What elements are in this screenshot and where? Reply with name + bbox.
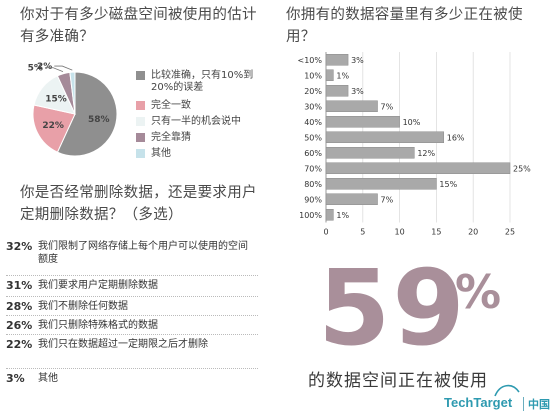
option-row: 28% 我们不删除任何数据 — [6, 300, 256, 328]
techtarget-suffix: 中国 — [528, 398, 550, 411]
bar-value-label: 3% — [351, 56, 364, 65]
bar-x-tick-label: 15 — [431, 228, 441, 237]
pie-slice — [69, 71, 76, 115]
legend-swatch — [136, 149, 145, 158]
bar-value-label: 16% — [447, 133, 465, 142]
delete-options-list: 32% 我们限制了网络存储上每个用户可以使用的空间额度 31% 我们要求用户定期删除数… — [6, 240, 258, 400]
pie-leader-line — [44, 67, 64, 73]
option-percent: 31% — [6, 279, 33, 292]
legend-label: 比较准确，只有10%到20%的误差 — [151, 70, 254, 93]
bar-category-label: 80% — [304, 180, 322, 189]
option-divider — [6, 275, 258, 276]
bar-value-label: 12% — [417, 149, 435, 158]
legend-label: 完全靠猜 — [151, 132, 191, 143]
option-text: 我们只删除特殊格式的数据 — [38, 320, 158, 331]
pie-leader-line — [54, 65, 73, 71]
techtarget-name: TechTarget — [444, 395, 513, 410]
legend-label: 只有一半的机会说中 — [151, 116, 241, 127]
option-divider — [6, 334, 258, 335]
bar — [325, 116, 400, 128]
bar-category-label: <10% — [298, 56, 323, 65]
bar-x-tick-label: 10 — [395, 228, 405, 237]
bar-value-label: 1% — [336, 71, 349, 80]
legend-label: 其他 — [151, 148, 171, 159]
option-row: 22% 我们只在数据超过一定期限之后才删除 — [6, 338, 256, 366]
bar — [325, 178, 437, 190]
bar — [325, 100, 378, 112]
pie-slice — [56, 71, 118, 157]
bar-value-label: 7% — [381, 102, 394, 111]
bar-value-label: 1% — [336, 211, 349, 220]
option-percent: 22% — [6, 338, 33, 351]
option-text: 我们只在数据超过一定期限之后才删除 — [38, 339, 208, 350]
bar-category-label: 60% — [304, 149, 322, 158]
legend-swatch — [136, 101, 145, 110]
legend-label: 完全一致 — [151, 100, 191, 111]
bar-x-tick-label: 25 — [505, 228, 515, 237]
bar-value-label: 3% — [351, 87, 364, 96]
techtarget-logo: TechTarget 中国 — [444, 384, 556, 414]
option-text: 我们不删除任何数据 — [38, 301, 128, 312]
option-row: 26% 我们只删除特殊格式的数据 — [6, 319, 256, 347]
option-percent: 26% — [6, 319, 33, 332]
bar — [325, 193, 378, 205]
pie-slice-label: 22% — [42, 121, 64, 131]
option-percent: 3% — [6, 372, 25, 385]
option-row: 3% 其他 — [6, 372, 256, 400]
bar-value-label: 25% — [513, 164, 531, 173]
bar — [325, 85, 349, 97]
bar — [325, 209, 334, 221]
bar-chart: <10%10%20%30%40%50%60%70%80%90%100% 3%1%… — [298, 52, 531, 237]
bar-category-label: 50% — [304, 133, 322, 142]
option-row: 31% 我们要求用户定期删除数据 — [6, 279, 256, 307]
delete-question-title: 你是否经常删除数据，还是要求用户定期删除数据？（多选） — [20, 185, 257, 223]
bar-category-label: 10% — [304, 71, 322, 80]
bar-category-label: 100% — [299, 211, 322, 220]
bar-category-label: 90% — [304, 195, 322, 204]
bar — [325, 162, 511, 174]
bar-value-label: 10% — [403, 118, 421, 127]
option-row: 32% 我们限制了网络存储上每个用户可以使用的空间额度 — [6, 240, 256, 268]
option-text: 我们要求用户定期删除数据 — [38, 280, 158, 291]
pie-question-title: 你对于有多少磁盘空间被使用的估计有多准确？ — [20, 7, 257, 45]
bar-value-label: 15% — [439, 180, 457, 189]
pie-slice-label: 2% — [37, 62, 52, 72]
bar-value-label: 7% — [381, 195, 394, 204]
legend-swatch — [136, 133, 145, 142]
bar — [325, 69, 334, 81]
option-text: 我们限制了网络存储上每个用户可以使用的空间额度 — [38, 241, 248, 265]
option-divider — [6, 368, 258, 369]
bar — [325, 54, 349, 66]
option-divider — [6, 315, 258, 316]
option-percent: 28% — [6, 300, 33, 313]
bar — [325, 131, 445, 143]
legend-swatch — [136, 117, 145, 126]
highlight-caption: 的数据空间正在被使用 — [308, 371, 488, 391]
bar-x-tick-label: 5 — [360, 228, 365, 237]
pie-slice-label: 15% — [45, 95, 67, 105]
pie-slice-label: 5% — [28, 64, 43, 74]
bar-question-title: 你拥有的数据容量里有多少正在被使用？ — [286, 7, 523, 45]
logo-swirl-icon — [494, 384, 520, 397]
highlight-number: 59 — [318, 247, 467, 369]
pie-slice-label: 58% — [88, 115, 110, 125]
bar-category-label: 40% — [304, 118, 322, 127]
legend-swatch — [136, 71, 145, 80]
option-percent: 32% — [6, 240, 33, 253]
pie-legend: 比较准确，只有10%到20%的误差完全一致只有一半的机会说中 完全靠猜其他 — [136, 70, 266, 166]
bar-category-label: 70% — [304, 164, 322, 173]
bar — [325, 147, 415, 159]
bar-category-label: 20% — [304, 87, 322, 96]
bar-category-label: 30% — [304, 102, 322, 111]
pie-chart: 58% 22% 15% 5%2% — [28, 62, 118, 157]
option-text: 其他 — [38, 373, 58, 384]
bar-x-tick-label: 20 — [468, 228, 478, 237]
logo-divider — [523, 397, 524, 411]
option-divider — [6, 296, 258, 297]
pie-slice — [32, 104, 76, 153]
highlight-percent-sign: % — [455, 265, 502, 319]
bar-x-tick-label: 0 — [323, 228, 328, 237]
